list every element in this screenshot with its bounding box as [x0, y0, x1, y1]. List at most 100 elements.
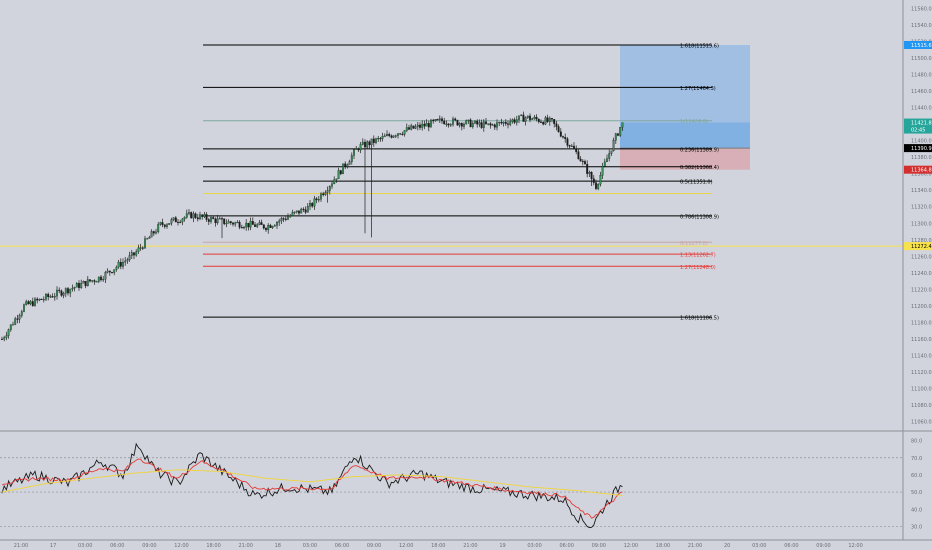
candle-body [300, 208, 303, 214]
long-position-tool[interactable] [620, 44, 750, 170]
price-axis-tags: 11515.6 11421.802:45 11390.9 11364.8 11272.4 [904, 40, 932, 251]
candle-body [458, 123, 461, 126]
fib-level-label: 1.27(11464.3) [680, 86, 716, 92]
candle-body [137, 247, 140, 252]
candle-body [179, 221, 182, 223]
price-axis-tick-label: 11100.0 [911, 387, 932, 393]
candle-body [188, 212, 190, 214]
time-axis-tick-label: 09:00 [816, 543, 830, 549]
candle-body [84, 281, 87, 287]
candle-body [47, 294, 50, 298]
oscillator-axis-tick-label: 40.0 [911, 507, 922, 513]
candle-body [80, 283, 83, 289]
candle-body [282, 218, 285, 220]
candle-body [557, 126, 560, 132]
candle-body [335, 178, 338, 180]
candle-body [113, 269, 116, 273]
candle-body [564, 137, 567, 139]
candle-body [157, 224, 160, 233]
oscillator-axis-tick-label: 80.0 [911, 439, 922, 445]
position-profit-zone [620, 44, 750, 149]
candle-body [58, 289, 61, 292]
candle-body [577, 151, 580, 160]
time-axis-tick-label: 18:00 [431, 543, 445, 549]
candle-body [502, 121, 505, 124]
candle-body [86, 279, 89, 287]
candle-body [36, 298, 39, 301]
candle-body [269, 225, 272, 228]
price-axis-tick-label: 11120.0 [911, 370, 932, 376]
candle-body [324, 192, 327, 196]
price-axis-tag [904, 242, 932, 251]
candle-body [260, 222, 263, 225]
candle-body [619, 127, 622, 136]
candle-body [216, 218, 219, 224]
candle-body [425, 123, 428, 127]
candle-body [245, 222, 248, 228]
candle-body [570, 145, 573, 147]
fib-extension-drawing[interactable]: 1.618(11515.6) 1.27(11464.3) 1(11424.0) 0.2… [203, 43, 719, 322]
candle-body [155, 231, 157, 234]
candle-body [106, 270, 109, 273]
candle-body [326, 190, 329, 193]
candle-body [427, 123, 430, 128]
candle-body [100, 276, 102, 281]
candle-body [551, 118, 553, 120]
candle-body [240, 227, 243, 229]
candle-body [53, 295, 56, 298]
time-axis-tick-label: 12:00 [399, 543, 413, 549]
candle-body [249, 221, 252, 228]
time-axis-tick-label: 21:00 [463, 543, 477, 549]
candle-body [581, 160, 584, 163]
candle-body [614, 133, 617, 141]
candle-body [267, 225, 270, 231]
position-filled-zone [620, 122, 750, 149]
candle-body [339, 170, 342, 175]
candle-body [64, 288, 67, 294]
candle-body [575, 148, 578, 152]
oscillator-axis-tick-label: 50.0 [911, 490, 922, 496]
candle-body [93, 280, 96, 282]
time-axis-tick-label: 21:00 [688, 543, 702, 549]
candle-body [78, 283, 80, 289]
candle-body [509, 121, 512, 125]
price-axis-tag-label: 11272.4 [911, 244, 932, 250]
candle-body [150, 231, 153, 238]
candle-body [456, 119, 459, 126]
candle-body [60, 290, 63, 296]
candle-body [537, 119, 540, 123]
candle-body [223, 218, 226, 224]
candle-body [18, 315, 21, 320]
candle-body [573, 145, 575, 150]
time-axis-tick-label: 18:00 [206, 543, 220, 549]
candle-body [566, 138, 569, 146]
candle-body [117, 261, 120, 268]
price-axis-tick-label: 11400.0 [911, 139, 932, 145]
candle-body [535, 116, 538, 120]
candle-body [526, 115, 529, 118]
price-axis-tag [904, 118, 932, 127]
candle-body [449, 124, 452, 126]
fib-level-label: 1.618(11186.5) [680, 316, 719, 322]
candle-body [331, 183, 333, 187]
candle-body [542, 121, 545, 125]
candle-body [469, 119, 472, 128]
candle-body [144, 238, 146, 249]
candle-body [544, 117, 547, 125]
candle-body [82, 281, 85, 284]
price-axis-tag [904, 125, 932, 134]
candle-body [399, 133, 402, 135]
price-axis-tick-label: 11240.0 [911, 271, 932, 277]
price-axis-tag [904, 165, 932, 174]
candle-body [210, 217, 212, 222]
candle-body [9, 324, 12, 330]
candle-body [430, 119, 432, 128]
candle-body [405, 127, 408, 131]
candle-body [302, 208, 305, 210]
candle-body [119, 261, 122, 267]
candle-body [394, 135, 397, 137]
price-axis-tick-label: 11460.0 [911, 89, 932, 95]
candle-body [606, 158, 608, 163]
